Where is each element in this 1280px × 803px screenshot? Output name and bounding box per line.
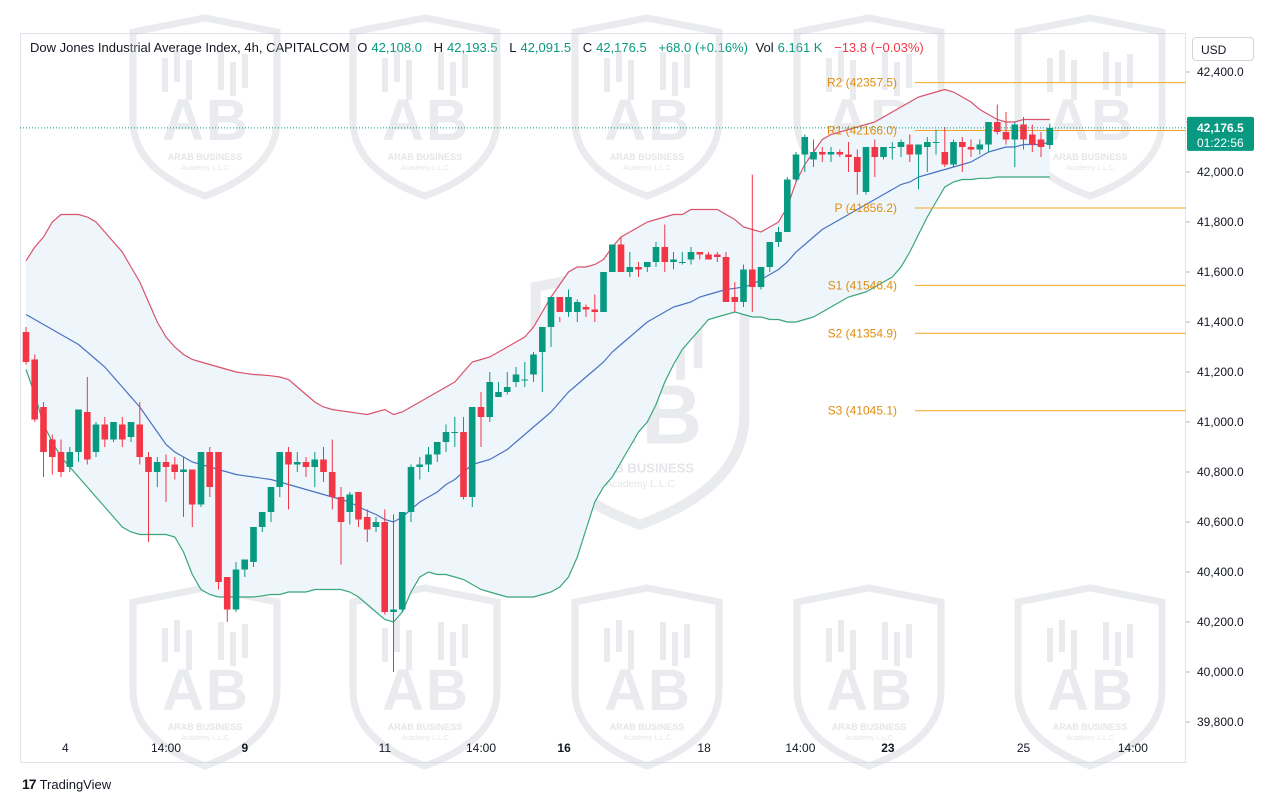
open-value: 42,108.0 xyxy=(371,40,422,55)
low-value: 42,091.5 xyxy=(520,40,572,55)
symbol-title[interactable]: Dow Jones Industrial Average Index, 4h, … xyxy=(30,40,350,55)
price-tick-label: 39,800.0 xyxy=(1197,715,1244,729)
volume-change: −13.8 (−0.03%) xyxy=(834,40,924,55)
change-value: +68.0 (+0.16%) xyxy=(658,40,748,55)
volume-label: Vol xyxy=(755,40,774,55)
price-tick-label: 41,400.0 xyxy=(1197,315,1244,329)
price-tick-label: 42,000.0 xyxy=(1197,165,1244,179)
last-price-box xyxy=(1187,116,1254,151)
candle-countdown: 01:22:56 xyxy=(1197,136,1244,150)
volume-value: 6.161 K xyxy=(777,40,823,55)
last-price-value: 42,176.5 xyxy=(1197,121,1244,135)
price-tick-label: 41,600.0 xyxy=(1197,265,1244,279)
price-tick-label: 40,800.0 xyxy=(1197,465,1244,479)
price-tick-label: 41,000.0 xyxy=(1197,415,1244,429)
close-value: 42,176.5 xyxy=(596,40,647,55)
price-tick-label: 41,800.0 xyxy=(1197,215,1244,229)
chart-frame xyxy=(20,33,1186,763)
close-label: C xyxy=(582,40,593,55)
high-label: H xyxy=(433,40,443,55)
price-tick-label: 40,400.0 xyxy=(1197,565,1244,579)
high-value: 42,193.5 xyxy=(447,40,498,55)
price-tick-label: 42,200.0 xyxy=(1197,115,1244,129)
price-axis[interactable]: 42,400.0 42,200.0 42,000.0 41,800.0 41,600.0… xyxy=(1186,65,1244,729)
low-label: L xyxy=(509,40,517,55)
tradingview-logo-icon: 17 xyxy=(22,776,37,792)
price-tick-label: 41,200.0 xyxy=(1197,365,1244,379)
price-tick-label: 42,400.0 xyxy=(1197,65,1244,79)
price-tick-label: 40,000.0 xyxy=(1197,665,1244,679)
symbol-legend: Dow Jones Industrial Average Index, 4h, … xyxy=(30,40,928,55)
currency-button[interactable]: USD xyxy=(1192,37,1254,61)
price-tick-label: 40,200.0 xyxy=(1197,615,1244,629)
tradingview-logo[interactable]: 17 TradingView xyxy=(22,776,111,792)
price-tick-label: 40,600.0 xyxy=(1197,515,1244,529)
open-label: O xyxy=(357,40,368,55)
tradingview-logo-text: TradingView xyxy=(39,776,112,792)
